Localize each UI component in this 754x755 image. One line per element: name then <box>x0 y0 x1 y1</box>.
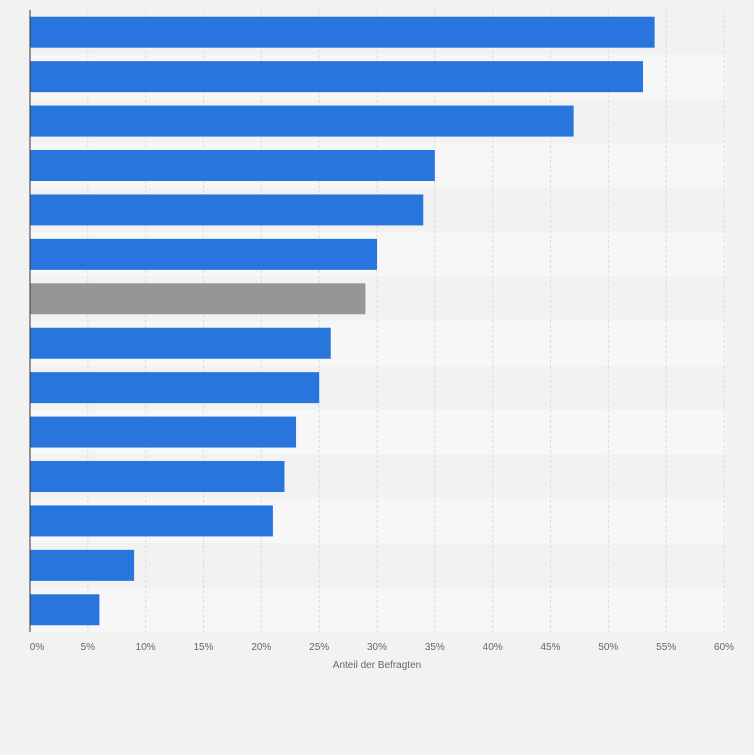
x-tick-label: 10% <box>136 642 156 653</box>
x-tick-labels: 0% 5% 10% 15% 20% 25% 30% 35% 40% 45% 50% 55% 60% <box>30 642 734 653</box>
row-band <box>30 543 726 588</box>
bar <box>30 416 297 448</box>
x-tick-label: 0% <box>30 642 45 653</box>
bar <box>30 150 435 181</box>
x-tick-label: 35% <box>425 642 445 653</box>
bar <box>30 327 331 359</box>
bar <box>30 461 285 492</box>
row-band <box>30 587 726 632</box>
bar <box>30 594 100 626</box>
grid-lines <box>87 10 725 632</box>
bar <box>30 238 377 270</box>
x-axis-title: Anteil der Befragten <box>333 660 421 671</box>
x-tick-label: 15% <box>193 642 213 653</box>
bar <box>30 105 574 137</box>
row-bands <box>30 10 726 632</box>
bar <box>30 194 424 226</box>
bar <box>30 61 644 93</box>
bar <box>30 16 655 48</box>
x-tick-label: 30% <box>367 642 387 653</box>
bar <box>30 283 366 315</box>
x-tick-label: 55% <box>656 642 676 653</box>
x-tick-label: 20% <box>251 642 271 653</box>
x-tick-label: 25% <box>309 642 329 653</box>
x-tick-label: 45% <box>540 642 560 653</box>
x-tick-label: 50% <box>598 642 618 653</box>
x-tick-label: 5% <box>81 642 96 653</box>
x-tick-label: 60% <box>714 642 734 653</box>
bars <box>30 16 655 626</box>
bar <box>30 549 135 581</box>
bar <box>30 505 273 537</box>
bar <box>30 372 320 404</box>
x-tick-label: 40% <box>483 642 503 653</box>
